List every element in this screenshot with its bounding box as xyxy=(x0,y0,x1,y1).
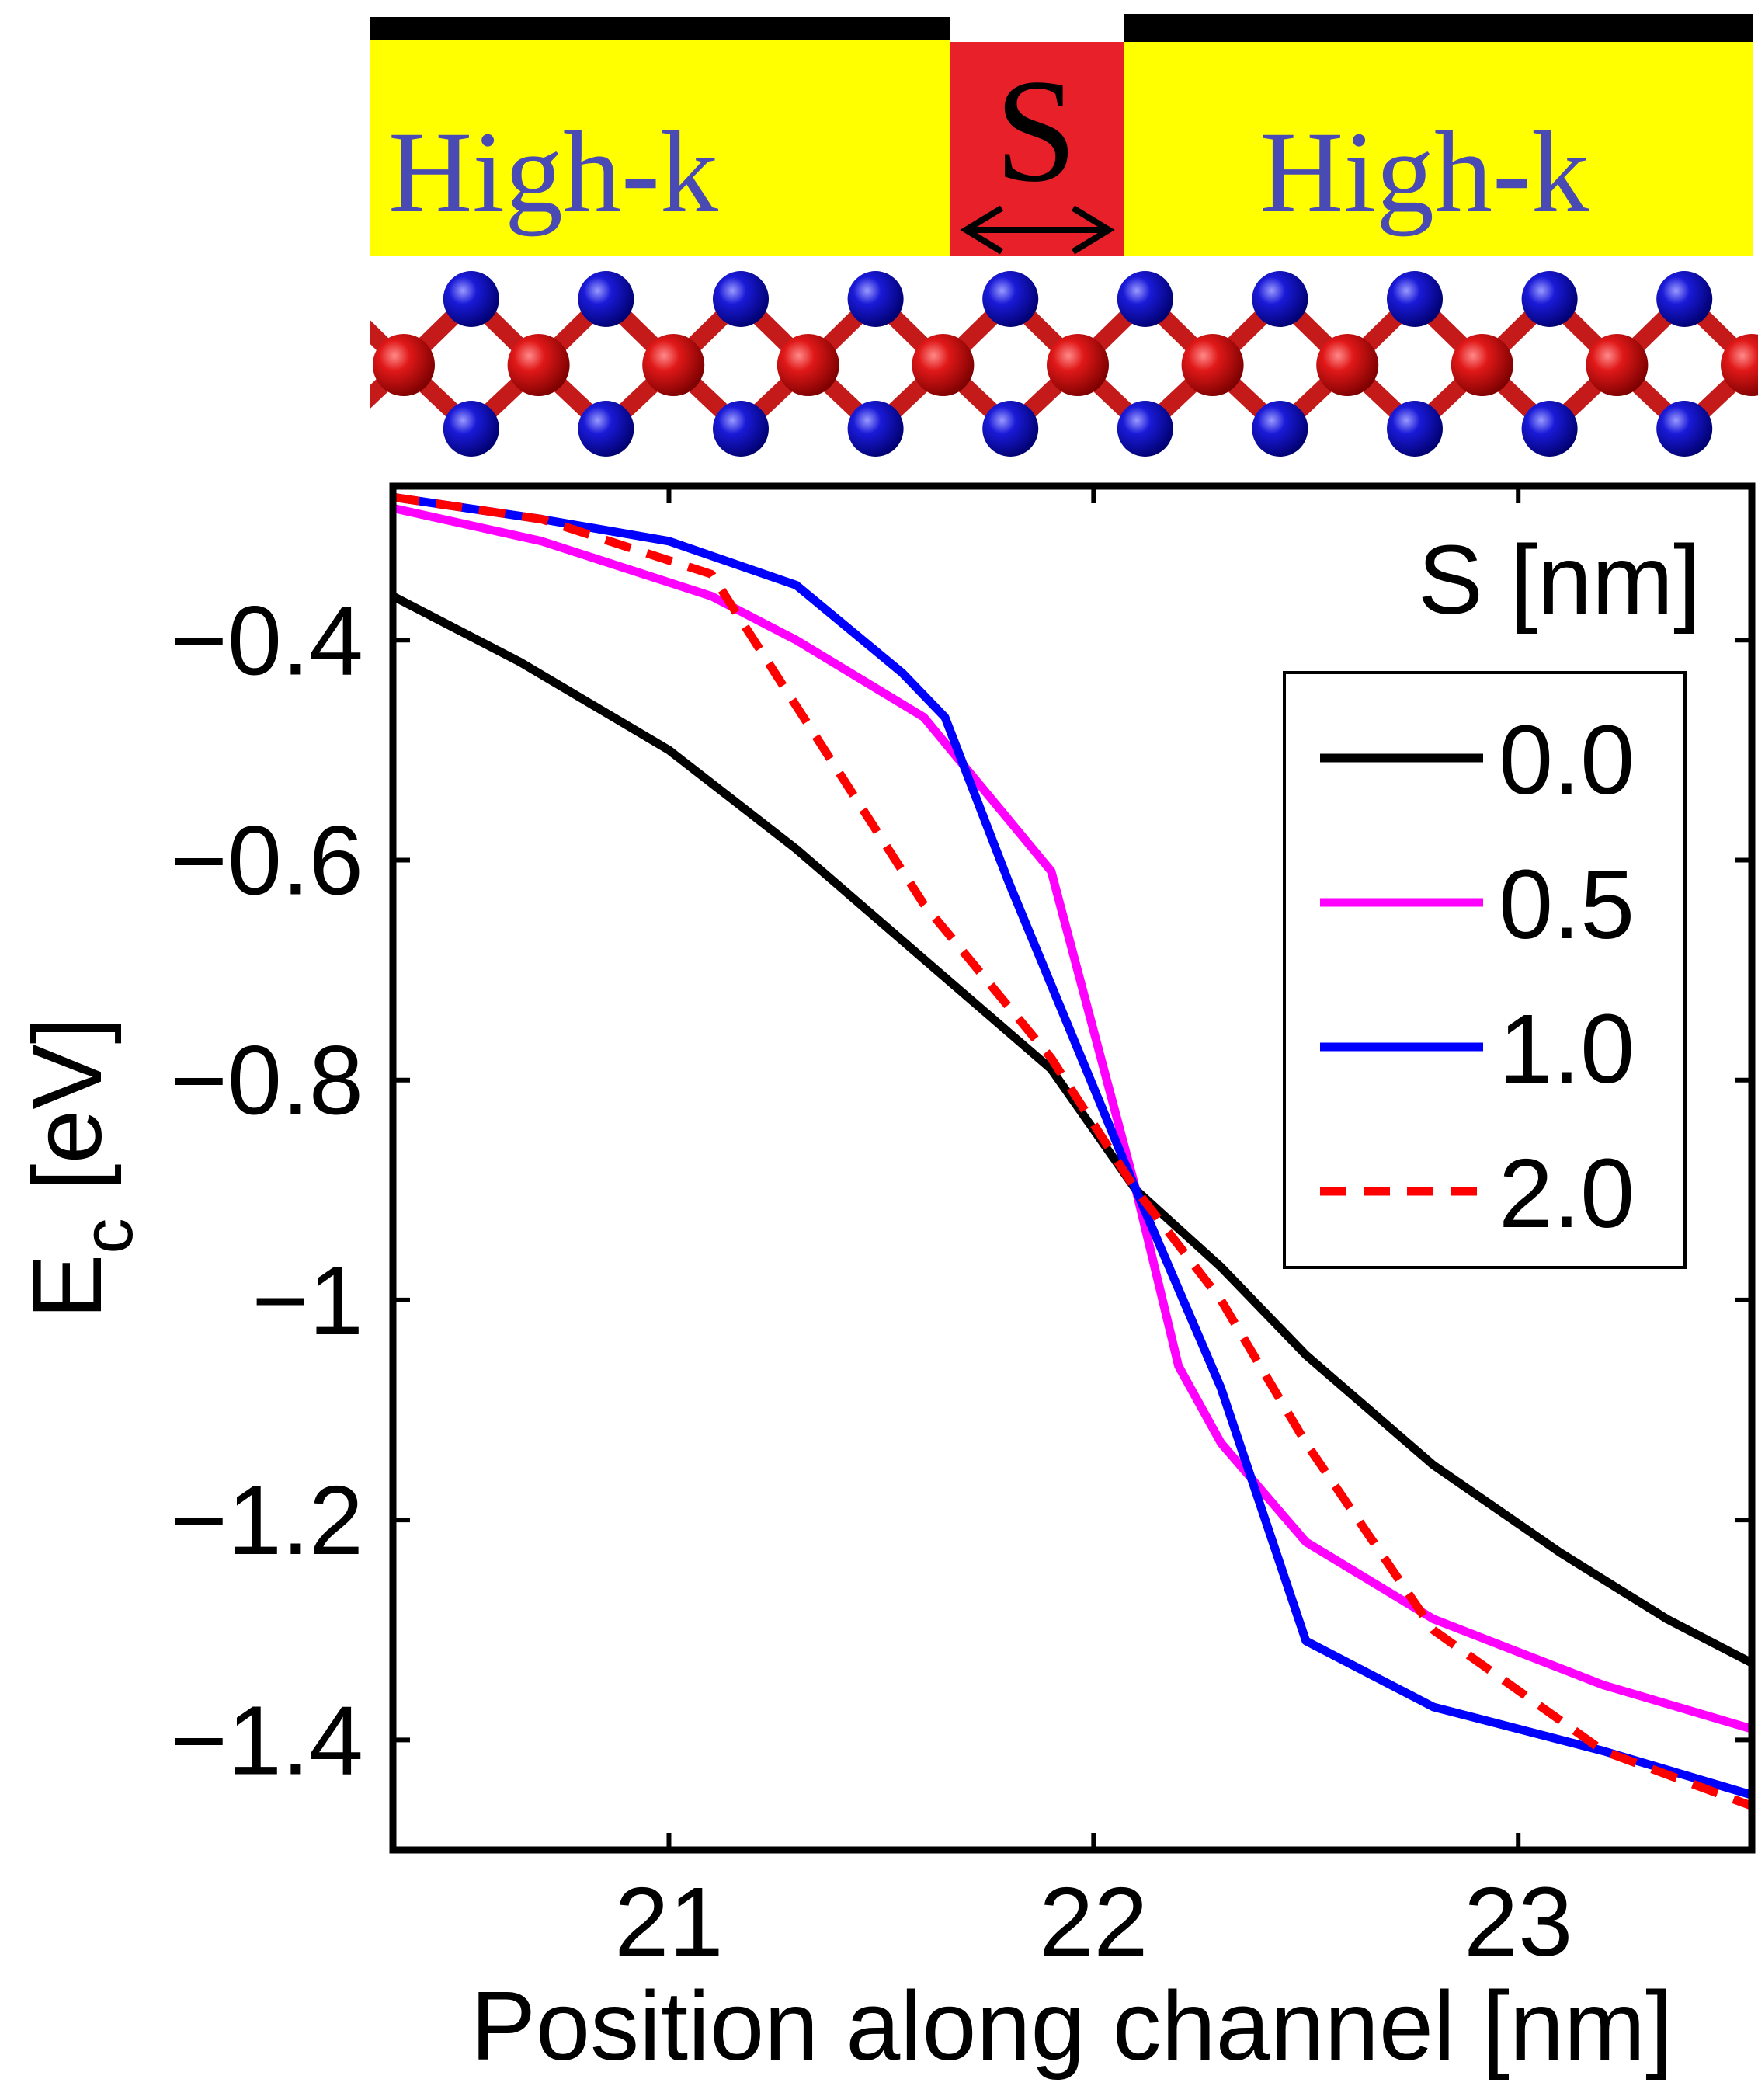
device-schematic: High-k High-k S xyxy=(238,14,1758,457)
y-axis-label-main: E xyxy=(12,1254,122,1319)
chalcogen-atom xyxy=(578,401,634,457)
right-gate-bar xyxy=(1124,14,1753,42)
chalcogen-atom xyxy=(1387,271,1443,327)
metal-atom xyxy=(1451,334,1513,396)
legend-label-0.5: 0.5 xyxy=(1499,850,1635,959)
y-tick-label: −0.8 xyxy=(170,1026,363,1135)
right-high-k-label: High-k xyxy=(1259,108,1589,237)
right-high-k-block xyxy=(1124,42,1753,256)
left-high-k-label: High-k xyxy=(388,108,718,237)
legend-items: 0.0 0.5 1.0 2.0 xyxy=(1320,705,1635,1248)
chalcogen-atom xyxy=(982,271,1039,327)
left-gate-bar xyxy=(370,17,950,40)
chalcogen-atom xyxy=(443,401,499,457)
y-tick-label: −0.4 xyxy=(170,586,363,695)
legend-box xyxy=(1283,671,1687,1269)
chalcogen-atom xyxy=(1656,271,1713,327)
x-tick-label: 21 xyxy=(614,1867,723,1977)
chalcogen-atom xyxy=(1387,401,1443,457)
left-high-k-block xyxy=(370,40,950,256)
series-line-1.0 xyxy=(392,492,1753,1799)
chalcogen-atom xyxy=(1252,271,1308,327)
chalcogen-atom xyxy=(713,271,769,327)
y-axis-label: Ec [eV] xyxy=(12,1017,148,1319)
monolayer-crystal xyxy=(238,271,1758,457)
chalcogen-atom xyxy=(1656,401,1713,457)
chalcogen-atom xyxy=(443,271,499,327)
chalcogen-atom xyxy=(1117,271,1173,327)
spacer-width-arrow xyxy=(960,205,1115,255)
series-layer xyxy=(391,492,1754,1810)
metal-atom xyxy=(1047,334,1109,396)
metal-atom xyxy=(642,334,705,396)
plot-frame xyxy=(389,482,1756,1854)
y-axis-label-sub: c xyxy=(68,1219,148,1254)
chalcogen-atom xyxy=(847,401,904,457)
legend-label-1.0: 1.0 xyxy=(1499,994,1635,1104)
metal-atom xyxy=(238,334,300,396)
spacer-label: S xyxy=(995,50,1077,213)
chalcogen-atom xyxy=(308,271,364,327)
chalcogen-atom xyxy=(847,271,904,327)
chalcogen-atom xyxy=(1117,401,1173,457)
y-tick-label: −0.6 xyxy=(170,805,363,915)
chalcogen-atom xyxy=(1252,401,1308,457)
y-axis-label-unit: [eV] xyxy=(12,1017,122,1218)
chalcogen-atom xyxy=(1521,271,1578,327)
y-tick-label: −1.4 xyxy=(170,1685,363,1795)
chart: 21 22 23 −0.4 −0.6 −0.8 −1 −1.2 −1.4 Position al… xyxy=(12,482,1756,2081)
ticks-layer: 21 22 23 −0.4 −0.6 −0.8 −1 −1.2 −1.4 xyxy=(170,486,1752,1977)
x-tick-label: 23 xyxy=(1464,1867,1572,1977)
svg-text:Ec [eV]: Ec [eV] xyxy=(12,1017,148,1319)
metal-atom xyxy=(373,334,435,396)
metal-atom xyxy=(1316,334,1379,396)
metal-atom xyxy=(507,334,570,396)
chalcogen-atom xyxy=(982,401,1039,457)
x-tick-label: 22 xyxy=(1039,1867,1148,1977)
metal-atom xyxy=(912,334,975,396)
y-tick-label: −1.2 xyxy=(170,1465,363,1575)
legend-label-2.0: 2.0 xyxy=(1499,1139,1635,1248)
metal-atom xyxy=(1181,334,1244,396)
chalcogen-atom xyxy=(578,271,634,327)
metal-atom xyxy=(1721,334,1758,396)
x-axis-label: Position along channel [nm] xyxy=(471,1971,1673,2081)
chalcogen-atom xyxy=(308,401,364,457)
legend-label-0.0: 0.0 xyxy=(1499,705,1635,815)
chalcogen-atom xyxy=(713,401,769,457)
y-tick-label: −1 xyxy=(252,1246,363,1355)
metal-atom xyxy=(1586,334,1649,396)
metal-atom xyxy=(777,334,839,396)
legend-title: S [nm] xyxy=(1418,525,1701,635)
chalcogen-atom xyxy=(1521,401,1578,457)
